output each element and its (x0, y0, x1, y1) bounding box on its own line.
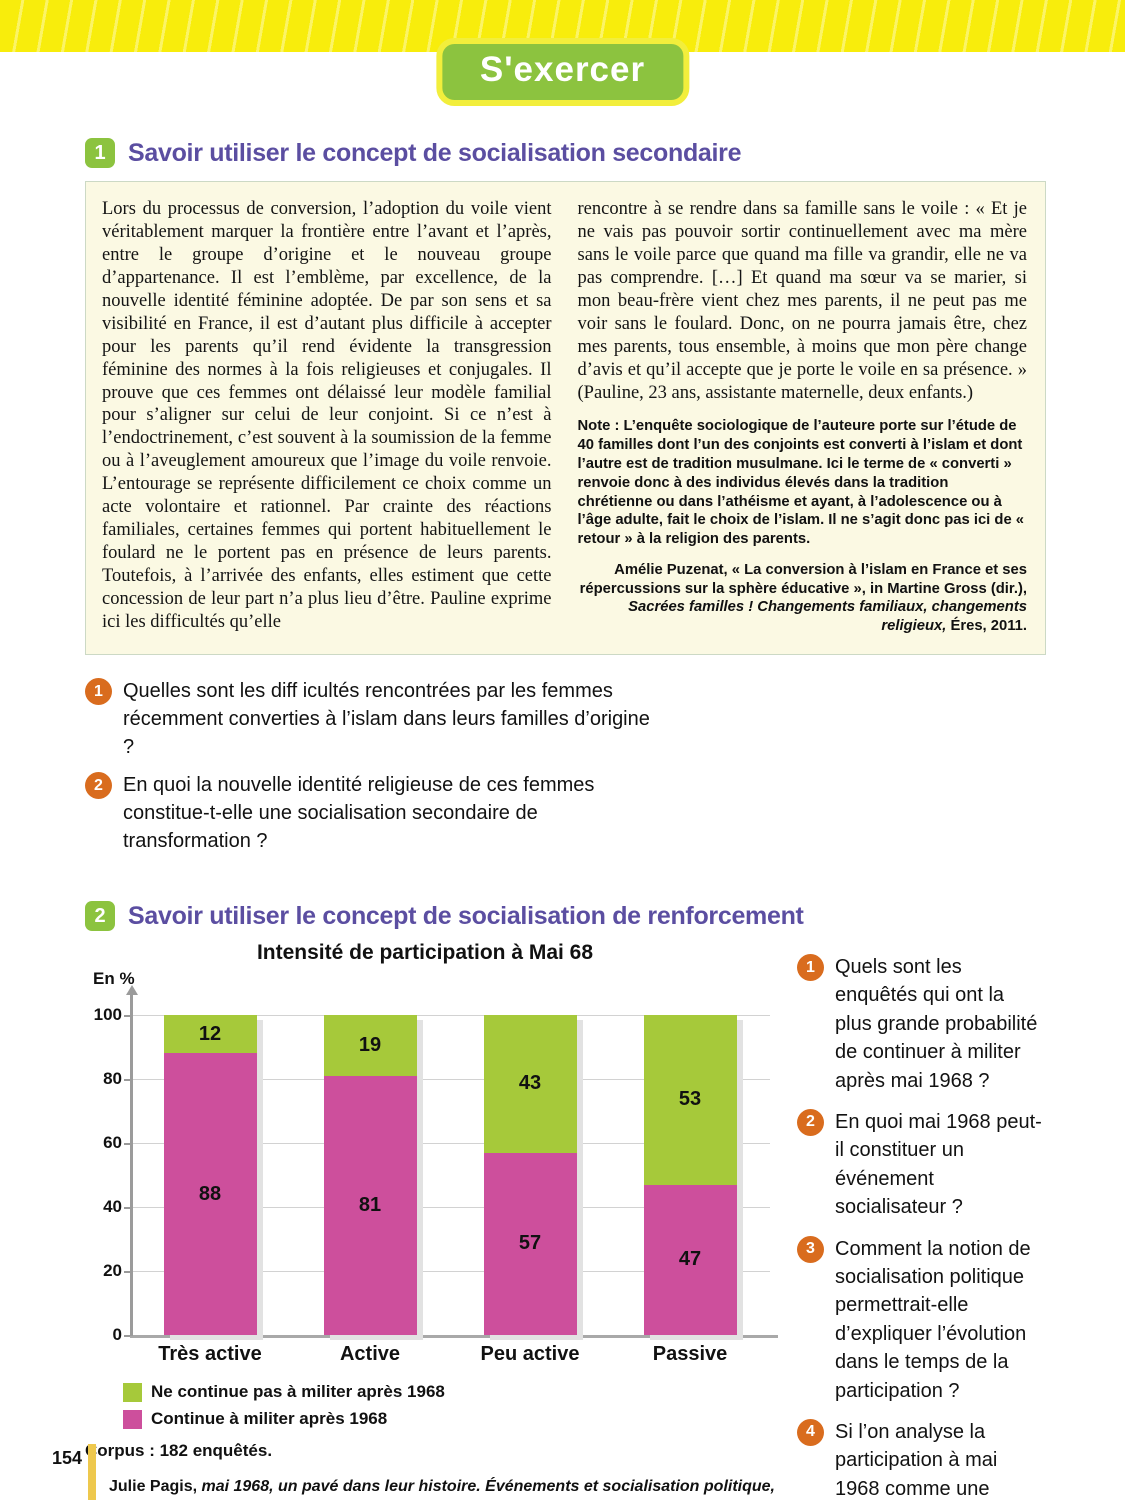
y-tick-label: 20 (103, 1261, 122, 1281)
legend-item: Ne continue pas à militer après 1968 (123, 1382, 785, 1402)
exercise1-questions: 1 Quelles sont les diff icultés rencontr… (85, 677, 1046, 855)
bar-segment: 43 (483, 1015, 577, 1153)
exercise2-section: 2 Savoir utiliser le concept de socialis… (85, 901, 1046, 1500)
y-tick-mark (124, 1271, 130, 1274)
bars-container: 12 88 19 81 43 57 53 47 (130, 1015, 770, 1336)
document-source: Amélie Puzenat, « La conversion à l’isla… (578, 561, 1027, 636)
main-content: 1 Savoir utiliser le concept de socialis… (85, 138, 1046, 1500)
y-tick-mark (124, 1143, 130, 1146)
legend-swatch-icon (123, 1382, 142, 1402)
gridline-80 (130, 1079, 770, 1081)
document-source-title: Sacrées familles ! Changements familiaux… (628, 599, 1027, 635)
gridline-100 (130, 1015, 770, 1017)
stacked-bar-1: 19 81 (323, 1015, 417, 1336)
exercise1-document-box: Lors du processus de conversion, l’adopt… (85, 181, 1046, 656)
y-tick-label: 40 (103, 1197, 122, 1217)
chart-source-title: mai 1968, un pavé dans leur histoire. Év… (201, 1478, 775, 1496)
x-category-label: Peu active (480, 1343, 580, 1366)
question-item: 1 Quels sont les enquêtés qui ont la plus… (797, 953, 1046, 1095)
exercise2-header: 2 Savoir utiliser le concept de socialis… (85, 901, 1046, 932)
footer-gold-bar (88, 1444, 96, 1500)
question-number-badge: 1 (797, 954, 824, 982)
bar-segment: 47 (643, 1184, 737, 1336)
chart-y-axis-label: En % (93, 969, 135, 989)
y-axis-line (130, 993, 133, 1337)
x-category-label: Passive (652, 1343, 728, 1366)
stacked-bar-3: 53 47 (643, 1015, 737, 1336)
x-category-label: Très active (158, 1343, 262, 1366)
stacked-bar-2: 43 57 (483, 1015, 577, 1336)
bar-segment: 12 (163, 1015, 257, 1054)
chart-plot-area: 0 20 40 60 80 100 12 88 19 81 43 57 53 47 (94, 985, 778, 1344)
exercise1-title: Savoir utiliser le concept de socialisat… (128, 138, 742, 167)
question-item: 4 Si l’on analyse la participation à mai … (797, 1418, 1046, 1500)
bar-segment: 81 (323, 1075, 417, 1336)
y-axis-arrow-icon (125, 985, 138, 996)
chart-source-publisher: Presses de Sciences Po (P.F.N.S.P.), 201… (458, 1499, 775, 1500)
exercise2-body: Intensité de participation à Mai 68 En %… (85, 941, 1046, 1500)
question-text: En quoi la nouvelle identité religieuse … (123, 774, 595, 853)
exercise2-number-badge: 2 (85, 901, 115, 932)
document-quote: rencontre à se rendre dans sa famille sa… (577, 199, 1028, 403)
question-item: 3 Comment la notion de socialisation poli… (797, 1235, 1046, 1405)
page-number: 154 (52, 1448, 83, 1468)
legend-item: Continue à militer après 1968 (123, 1409, 785, 1429)
y-tick-mark (124, 1015, 130, 1018)
y-tick-label: 80 (103, 1069, 122, 1089)
gridline-20 (130, 1271, 770, 1273)
exercise2-title: Savoir utiliser le concept de socialisat… (128, 901, 804, 930)
document-column-right: rencontre à se rendre dans sa famille sa… (578, 198, 1028, 636)
exercise1-number-badge: 1 (85, 138, 115, 168)
bar-segment: 19 (323, 1015, 417, 1076)
question-item: 2 En quoi mai 1968 peut-il constituer un … (797, 1108, 1046, 1222)
gridline-40 (130, 1207, 770, 1209)
question-text: En quoi mai 1968 peut-il constituer un é… (835, 1110, 1042, 1219)
question-text: Quelles sont les diff icultés rencontrée… (123, 680, 650, 759)
legend-swatch-icon (123, 1409, 142, 1429)
gridline-0 (130, 1335, 778, 1339)
question-item: 1 Quelles sont les diff icultés rencontr… (85, 677, 1046, 761)
question-number-badge: 3 (797, 1235, 824, 1263)
question-text: Comment la notion de socialisation polit… (835, 1237, 1031, 1402)
y-tick-label: 60 (103, 1133, 122, 1153)
chart-x-labels: Très active Active Peu active Passive (130, 1343, 770, 1366)
document-source-tail: Éres, 2011. (946, 618, 1027, 635)
gridline-60 (130, 1143, 770, 1145)
exercise1-header: 1 Savoir utiliser le concept de socialis… (85, 138, 1046, 168)
exercise2-questions: 1 Quels sont les enquêtés qui ont la plus… (797, 953, 1046, 1500)
y-tick-mark (124, 1079, 130, 1082)
y-tick-mark (124, 1335, 130, 1338)
sexercer-badge: S'exercer (435, 38, 690, 106)
document-note: Note : L’enquête sociologique de l’auteu… (577, 418, 1025, 548)
question-number-badge: 2 (85, 772, 112, 800)
document-column-left: Lors du processus de conversion, l’adopt… (102, 199, 552, 632)
document-source-prefix: Amélie Puzenat, « La conversion à l’isla… (579, 561, 1027, 597)
chart-legend: Ne continue pas à militer après 1968 Cont… (123, 1382, 785, 1429)
chart-source-author: Julie Pagis, (109, 1478, 202, 1496)
question-text: Quels sont les enquêtés qui ont la plus … (835, 956, 1038, 1092)
chart-source: Julie Pagis, mai 1968, un pavé dans leur… (85, 1477, 775, 1500)
bar-segment: 57 (483, 1152, 577, 1336)
chart-corpus-note: Corpus : 182 enquêtés. (85, 1441, 273, 1461)
chart-block: Intensité de participation à Mai 68 En %… (85, 941, 785, 1500)
question-number-badge: 1 (85, 678, 112, 706)
y-tick-mark (124, 1207, 130, 1210)
bar-segment: 88 (163, 1053, 257, 1336)
chart-title: Intensité de participation à Mai 68 (256, 941, 594, 965)
stacked-bar-0: 12 88 (163, 1015, 257, 1336)
legend-label: Continue à militer après 1968 (151, 1409, 388, 1429)
y-tick-label: 0 (112, 1325, 122, 1345)
bar-segment: 53 (643, 1015, 737, 1185)
question-item: 2 En quoi la nouvelle identité religieus… (85, 771, 1046, 855)
legend-label: Ne continue pas à militer après 1968 (151, 1382, 445, 1402)
question-number-badge: 2 (797, 1108, 824, 1136)
y-tick-label: 100 (93, 1005, 122, 1025)
x-category-label: Active (339, 1343, 401, 1366)
question-text: Si l’on analyse la participation à mai 1… (835, 1420, 998, 1500)
question-number-badge: 4 (797, 1418, 824, 1446)
